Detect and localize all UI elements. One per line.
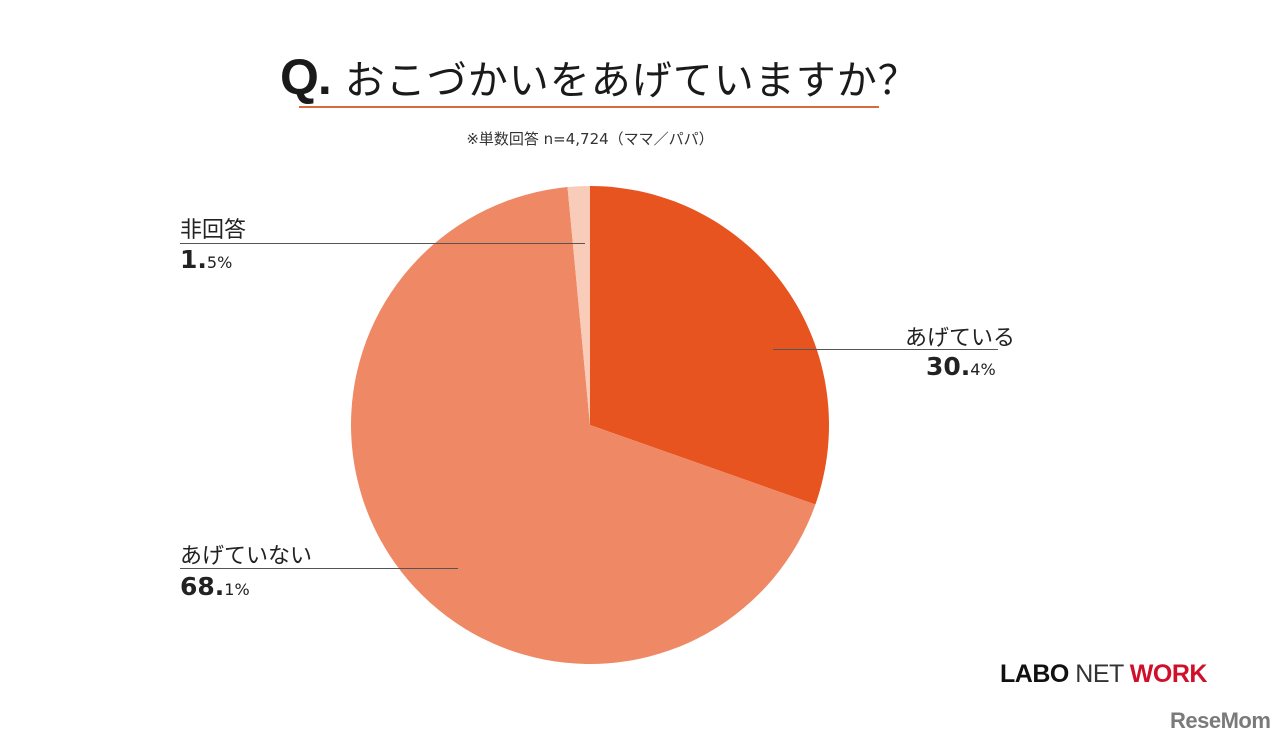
chart-title: Q. おこづかいをあげていますか？ (280, 48, 919, 108)
labo-network-logo: LABO NET WORK (1000, 660, 1207, 688)
question-text: おこづかいをあげていますか？ (344, 58, 919, 104)
value-yes: 30.4% (926, 352, 996, 381)
label-yes: あげている (905, 326, 1016, 351)
title-underline (299, 106, 879, 108)
pie-slice-yes (590, 186, 829, 505)
pie-slice-na (567, 186, 590, 425)
leader-line-na (180, 243, 585, 244)
pie-slice-no (351, 187, 816, 665)
value-na: 1.5% (180, 245, 233, 274)
question-mark-label: Q. (280, 49, 332, 105)
label-no: あげていない (180, 544, 313, 569)
label-na: 非回答 (180, 218, 247, 243)
value-no: 68.1% (180, 572, 250, 601)
leader-line-no (180, 568, 458, 569)
sample-note: ※単数回答 n=4,724（ママ／パパ） (466, 130, 714, 148)
leader-line-yes (773, 349, 998, 350)
resemom-logo: ReseMom (1170, 708, 1271, 733)
